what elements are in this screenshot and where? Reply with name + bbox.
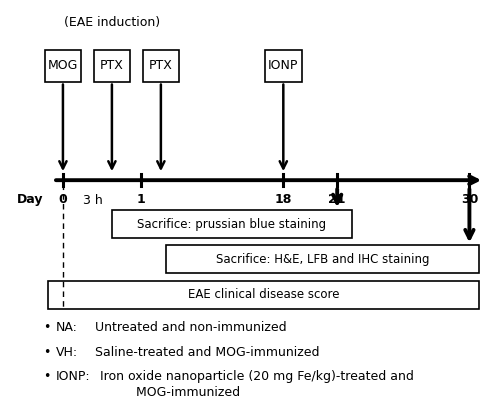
FancyBboxPatch shape [44, 50, 82, 82]
Text: (EAE induction): (EAE induction) [64, 17, 160, 29]
Text: IONP:: IONP: [56, 370, 90, 383]
FancyBboxPatch shape [94, 50, 130, 82]
FancyBboxPatch shape [142, 50, 179, 82]
Text: EAE clinical disease score: EAE clinical disease score [188, 288, 340, 301]
Text: 21: 21 [328, 192, 346, 206]
FancyBboxPatch shape [48, 280, 479, 309]
Text: VH:: VH: [56, 346, 78, 359]
Text: Sacrifice: H&E, LFB and IHC staining: Sacrifice: H&E, LFB and IHC staining [216, 253, 429, 266]
Text: 0: 0 [58, 192, 68, 206]
Text: Sacrifice: prussian blue staining: Sacrifice: prussian blue staining [138, 218, 326, 231]
Text: Saline-treated and MOG-immunized: Saline-treated and MOG-immunized [95, 346, 320, 359]
Text: •: • [44, 321, 51, 334]
Text: Untreated and non-immunized: Untreated and non-immunized [95, 321, 286, 334]
Text: Day: Day [17, 192, 44, 206]
Text: 1: 1 [137, 192, 145, 206]
FancyBboxPatch shape [265, 50, 302, 82]
Text: •: • [44, 346, 51, 359]
FancyBboxPatch shape [166, 245, 479, 274]
FancyBboxPatch shape [112, 210, 352, 238]
Text: 30: 30 [460, 192, 478, 206]
Text: Iron oxide nanoparticle (20 mg Fe/kg)-treated and
         MOG-immunized: Iron oxide nanoparticle (20 mg Fe/kg)-tr… [100, 370, 413, 399]
Text: 18: 18 [274, 192, 292, 206]
Text: IONP: IONP [268, 59, 298, 72]
Text: PTX: PTX [100, 59, 124, 72]
Text: PTX: PTX [149, 59, 173, 72]
Text: MOG: MOG [48, 59, 78, 72]
Text: NA:: NA: [56, 321, 78, 334]
Text: 3 h: 3 h [82, 194, 102, 207]
Text: •: • [44, 370, 51, 383]
